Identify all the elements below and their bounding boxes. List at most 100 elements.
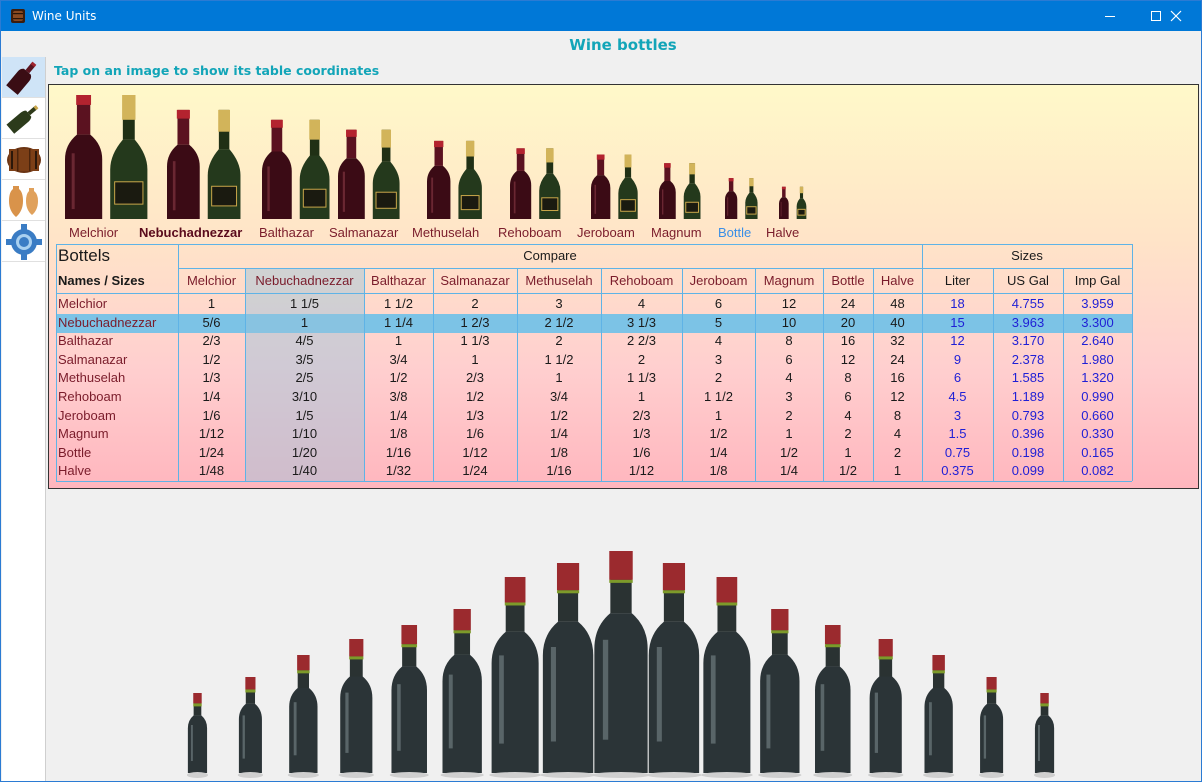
- amphora-icon: [9, 186, 38, 217]
- bottle-image-jeroboam[interactable]: [591, 154, 638, 219]
- sizes-header: Sizes: [1011, 248, 1043, 263]
- bottle-image-nebuchadnezzar[interactable]: [167, 109, 241, 219]
- table-cell: 1/24: [462, 463, 488, 479]
- size-column-header-us-gal: US Gal: [1007, 273, 1049, 288]
- table-cell: 1/2: [779, 444, 799, 460]
- bottle-image-melchior[interactable]: [65, 95, 148, 219]
- column-header-magnum: Magnum: [763, 273, 815, 288]
- bottle-label-balthazar[interactable]: Balthazar: [259, 225, 314, 240]
- bottle-image-magnum[interactable]: [659, 163, 701, 219]
- sidebar-item-settings[interactable]: [2, 221, 45, 262]
- column-header-methuselah: Methuselah: [525, 273, 593, 288]
- sidebar-item-barrel[interactable]: [2, 139, 45, 180]
- bottle-image-salmanazar[interactable]: [338, 129, 400, 219]
- table-cell: 3/4: [389, 351, 408, 367]
- bottle-image-methuselah[interactable]: [427, 140, 482, 219]
- bottle-image-rehoboam[interactable]: [510, 148, 561, 219]
- table-cell: 1/6: [202, 407, 221, 423]
- grid-line: [993, 268, 994, 481]
- bottle-label-jeroboam[interactable]: Jeroboam: [577, 225, 635, 240]
- grid-line: [245, 268, 246, 481]
- sidebar-item-pouring-bottle[interactable]: [2, 98, 45, 139]
- column-header-rehoboam: Rehoboam: [609, 273, 674, 288]
- bottle-label-salmanazar[interactable]: Salmanazar: [329, 225, 399, 240]
- bottle-label-bottle[interactable]: Bottle: [718, 225, 752, 240]
- table-cell: 1/16: [546, 463, 572, 479]
- table-cell: 3/8: [389, 389, 408, 404]
- bottle-image-balthazar[interactable]: [262, 119, 330, 219]
- table-cell: 1/2: [202, 351, 221, 367]
- table-cell: 1/6: [465, 426, 485, 442]
- sidebar-item-wine-bottle[interactable]: [2, 57, 45, 98]
- table-cell: 1 1/2: [544, 351, 574, 367]
- size-cell: 12: [950, 333, 965, 349]
- bottle-image-halve[interactable]: [779, 186, 807, 219]
- table-cell: 3 1/3: [627, 314, 656, 330]
- minimize-button[interactable]: [1087, 1, 1133, 31]
- grid-line: [178, 268, 1132, 269]
- table-cell: 1: [394, 333, 403, 349]
- table-cell: 48: [890, 296, 905, 311]
- size-cell: 0.660: [1081, 407, 1114, 423]
- table-cell: 1/12: [462, 444, 488, 460]
- table-cell: 1/2: [838, 463, 858, 479]
- bottle-label-halve[interactable]: Halve: [766, 225, 800, 240]
- table-cell: 4: [714, 333, 723, 349]
- size-cell: 3: [953, 407, 962, 423]
- column-header-salmanazar: Salmanazar: [440, 273, 510, 288]
- table-cell: 1/5: [295, 407, 314, 423]
- grid-line: [56, 293, 1132, 294]
- table-cell: 12: [890, 389, 905, 404]
- table-cell: 3/4: [549, 389, 569, 404]
- row-name-halve: Halve: [58, 463, 92, 479]
- size-cell: 3.300: [1081, 314, 1114, 330]
- table-cell: 1 1/3: [627, 370, 656, 386]
- grid-line: [682, 268, 683, 481]
- maximize-icon: [1151, 11, 1161, 21]
- grid-line: [364, 268, 365, 481]
- size-column-header-liter: Liter: [944, 273, 971, 288]
- table-cell: 6: [844, 389, 852, 404]
- maximize-button[interactable]: [1133, 1, 1179, 31]
- bottle-label-methuselah[interactable]: Methuselah: [412, 225, 480, 240]
- table-cell: 3/5: [295, 351, 314, 367]
- table-cell: 24: [840, 296, 856, 311]
- sidebar-item-amphorae[interactable]: [2, 180, 45, 221]
- table-cell: 1/4: [202, 389, 221, 404]
- size-cell: 15: [950, 314, 965, 330]
- size-cell: 0.330: [1081, 426, 1114, 442]
- lineup-bottle: [1033, 693, 1056, 778]
- table-cell: 1/2: [389, 370, 408, 386]
- bottle-label-nebuchadnezzar[interactable]: Nebuchadnezzar: [139, 225, 243, 240]
- grid-line: [433, 268, 434, 481]
- bottle-label-rehoboam[interactable]: Rehoboam: [498, 225, 562, 240]
- window-title: Wine Units: [32, 9, 97, 23]
- lineup-bottle: [540, 563, 596, 778]
- table-cell: 20: [840, 314, 856, 330]
- lineup-bottle: [813, 625, 853, 778]
- size-cell: 18: [950, 296, 965, 311]
- bottle-label-melchior[interactable]: Melchior: [69, 225, 119, 240]
- table-cell: 1/10: [291, 426, 318, 442]
- table-cell: 4: [844, 407, 852, 423]
- title-bar[interactable]: Wine Units: [1, 1, 1201, 31]
- table-cell: 1: [893, 463, 902, 479]
- table-cell: 1/48: [198, 463, 225, 479]
- table-cell: 2: [844, 426, 852, 442]
- bottle-label-magnum[interactable]: Magnum: [651, 225, 702, 240]
- grid-line: [873, 268, 874, 481]
- table-cell: 5/6: [202, 314, 221, 330]
- table-cell: 1: [471, 351, 479, 367]
- table-cell: 8: [893, 407, 902, 423]
- grid-line: [517, 268, 518, 481]
- bottle-image-strip[interactable]: [49, 91, 1199, 221]
- column-header-halve: Halve: [880, 273, 915, 288]
- table-cell: 2/3: [632, 407, 651, 423]
- close-button[interactable]: [1153, 1, 1199, 31]
- size-cell: 1.189: [1011, 389, 1045, 404]
- table-cell: 1/4: [779, 463, 799, 479]
- bottle-image-bottle[interactable]: [725, 178, 758, 219]
- size-cell: 4.5: [948, 389, 967, 404]
- table-cell: 1/2: [465, 389, 485, 404]
